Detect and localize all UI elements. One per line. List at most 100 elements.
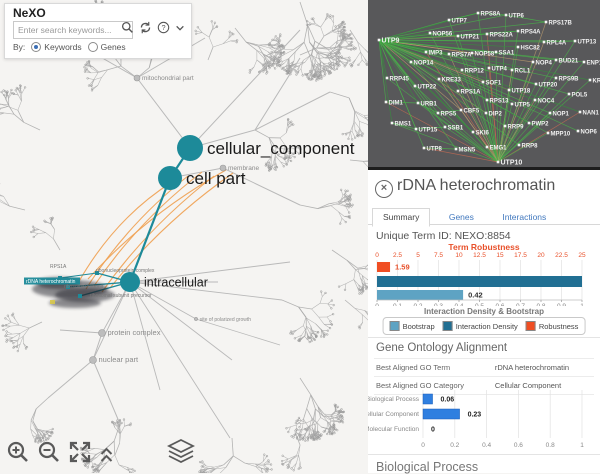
gene-node[interactable]: BMS1 [391, 122, 412, 128]
gene-node[interactable]: RRP8 [518, 144, 538, 150]
gene-node[interactable]: NOP6 [577, 130, 598, 136]
fit-view-icon[interactable] [68, 440, 92, 469]
gene-node[interactable]: ENP1 [583, 61, 600, 67]
gene-node[interactable]: UTP15 [415, 128, 438, 134]
gene-node[interactable]: KRE33 [438, 78, 462, 84]
gene-node[interactable]: UTP6 [505, 14, 525, 20]
gene-node[interactable]: MPP10 [547, 132, 571, 138]
gene-node[interactable]: RPL4A [543, 41, 567, 47]
refresh-icon[interactable] [139, 21, 152, 34]
svg-text:RRP8: RRP8 [522, 144, 539, 150]
svg-text:PWP2: PWP2 [532, 122, 550, 128]
gene-node[interactable]: NOP14 [410, 61, 434, 67]
svg-text:MSN5: MSN5 [459, 148, 476, 154]
gene-node[interactable]: URB1 [417, 102, 438, 108]
search-input[interactable] [13, 21, 133, 39]
help-icon[interactable]: ? [157, 21, 170, 34]
gene-node[interactable]: UTP22 [414, 85, 437, 91]
svg-text:NOP1: NOP1 [553, 112, 570, 118]
gene-node[interactable]: NOP56 [429, 32, 453, 38]
layers-icon[interactable] [167, 438, 195, 469]
search-icon[interactable] [121, 21, 134, 34]
gene-node[interactable]: UTP5 [511, 103, 531, 109]
app-title: NeXO [13, 6, 46, 20]
collapse-panel-icon[interactable] [175, 23, 185, 33]
gene-node[interactable]: RPS4A [517, 30, 541, 36]
ontology-node[interactable]: protein complex [99, 328, 161, 337]
gene-interaction-panel[interactable]: UTP9 UTP10 UTP7 RPS8A UTP6 RPS17B NOP56 UTP21 RP… [368, 0, 600, 170]
gene-node[interactable]: RRP9 [504, 125, 524, 131]
gene-node[interactable]: RRP12 [461, 69, 485, 75]
gene-node[interactable]: SKI6 [472, 131, 490, 137]
svg-text:0: 0 [375, 303, 379, 306]
gene-node[interactable]: MSN5 [455, 148, 476, 154]
gene-node[interactable]: RPS8A [477, 12, 501, 18]
gene-node[interactable]: HSC82 [517, 46, 541, 52]
gene-node[interactable]: UTP13 [574, 40, 597, 46]
gene-node[interactable]: RPS5 [437, 112, 457, 118]
cluster-term-label[interactable]: ribosomal subunit [64, 284, 104, 290]
svg-text:2.5: 2.5 [393, 252, 402, 259]
gene-node[interactable]: NOP58 [471, 52, 495, 58]
ontology-node[interactable]: site of polarized growth [194, 317, 251, 323]
robustness-chart: 02.557.51012.51517.52022.5251.590.4200.1… [368, 250, 600, 306]
gene-node[interactable]: KRR1 [589, 79, 600, 85]
svg-text:0.4: 0.4 [454, 303, 463, 306]
gene-node[interactable]: UTP18 [508, 89, 531, 95]
radio-genes[interactable]: Genes [88, 42, 126, 52]
gene-node[interactable]: RCL1 [511, 69, 531, 75]
divider [368, 454, 600, 455]
svg-text:MPP10: MPP10 [551, 132, 571, 138]
tab-genes[interactable]: Genes [439, 209, 484, 226]
zoom-out-icon[interactable] [37, 440, 61, 469]
ontology-node[interactable]: intracellular [120, 272, 208, 292]
gene-node[interactable]: RRP45 [386, 77, 410, 83]
tab-interactions[interactable]: Interactions [492, 209, 556, 226]
gene-node[interactable]: RPS1A [457, 90, 481, 96]
gene-node[interactable]: POL5 [568, 93, 588, 99]
gene-node[interactable]: RPS13 [486, 99, 509, 105]
gene-node[interactable]: UTP10 [497, 160, 523, 167]
collapse-up-icon[interactable] [99, 442, 114, 469]
zoom-in-icon[interactable] [6, 440, 30, 469]
gene-node[interactable]: UTP8 [423, 147, 443, 153]
gene-node[interactable]: UTP9 [378, 38, 400, 45]
gene-node[interactable]: NOC4 [534, 99, 555, 105]
gene-node[interactable]: RPS7A [448, 53, 472, 59]
svg-text:RRP45: RRP45 [390, 77, 410, 83]
cluster-term-label[interactable]: ribosomal subunit precursor [90, 293, 152, 299]
gene-node[interactable]: SOF1 [482, 81, 502, 87]
ontology-node[interactable]: mitochondrial part [134, 75, 194, 82]
gene-node[interactable]: NOP1 [549, 112, 570, 118]
svg-text:5: 5 [416, 252, 420, 259]
close-icon[interactable]: × [375, 180, 393, 198]
gene-node[interactable]: EMG1 [486, 146, 507, 152]
gene-node[interactable]: UTP21 [457, 35, 480, 41]
tab-summary[interactable]: Summary [372, 208, 430, 227]
gene-node[interactable]: SSB1 [444, 126, 464, 132]
cluster-term-label[interactable]: ribonucleoprotein complex [96, 268, 155, 274]
gene-node[interactable]: CBF5 [460, 109, 480, 115]
svg-text:1: 1 [580, 442, 584, 449]
table-row: Best Aligned GO Term rDNA heterochromati… [374, 359, 594, 377]
ontology-node[interactable]: cellular_component [177, 135, 355, 161]
gene-node[interactable]: UTP4 [488, 67, 508, 73]
gene-node[interactable]: NAN1 [579, 111, 600, 117]
unique-term-id: Unique Term ID: NEXO:8854 [376, 230, 511, 242]
gene-node[interactable]: PWP2 [528, 122, 549, 128]
gene-node[interactable]: DIM1 [385, 101, 404, 107]
gene-node[interactable]: RPS17B [545, 21, 573, 27]
radio-keywords[interactable]: Keywords [31, 42, 81, 52]
cluster-term-label[interactable]: RPS1A [50, 264, 67, 270]
gene-node[interactable]: BUD21 [555, 59, 579, 65]
gene-node[interactable]: NOP4 [532, 61, 553, 67]
ontology-node[interactable]: nuclear part [90, 355, 140, 364]
svg-text:UTP21: UTP21 [461, 35, 480, 41]
gene-node[interactable]: UTP20 [535, 83, 558, 89]
gene-node[interactable]: SSA1 [495, 51, 515, 57]
gene-node[interactable]: RPS22A [486, 33, 514, 39]
gene-node[interactable]: RPS9B [555, 77, 579, 83]
gene-node[interactable]: UTP7 [448, 19, 468, 25]
